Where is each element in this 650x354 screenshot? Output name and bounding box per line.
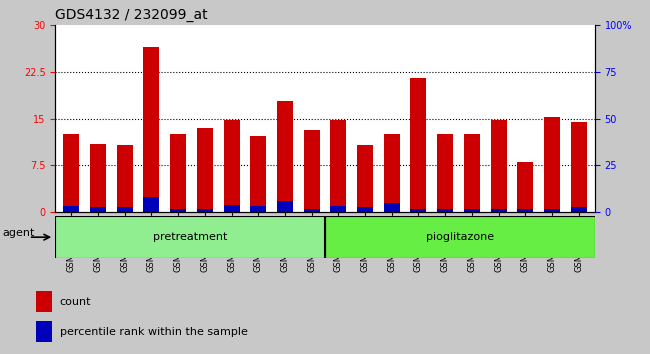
- Text: count: count: [60, 297, 91, 307]
- Bar: [410, 78, 426, 212]
- Bar: [224, 120, 240, 212]
- Bar: [330, 206, 346, 212]
- Bar: [437, 134, 453, 212]
- Bar: [117, 145, 133, 212]
- Bar: [250, 206, 266, 212]
- Text: GDS4132 / 232099_at: GDS4132 / 232099_at: [55, 8, 208, 22]
- Bar: [357, 207, 373, 212]
- Bar: [117, 207, 133, 212]
- Bar: [571, 122, 587, 212]
- Bar: [55, 216, 325, 258]
- Bar: [464, 209, 480, 212]
- Bar: [63, 206, 79, 212]
- Text: pretreatment: pretreatment: [153, 232, 228, 242]
- Bar: [36, 321, 52, 342]
- Bar: [437, 209, 453, 212]
- Bar: [197, 209, 213, 212]
- Bar: [90, 144, 106, 212]
- Bar: [36, 291, 52, 312]
- Bar: [304, 130, 320, 212]
- Bar: [464, 134, 480, 212]
- Bar: [330, 120, 346, 212]
- Text: agent: agent: [3, 228, 35, 238]
- Bar: [571, 207, 587, 212]
- Bar: [544, 209, 560, 212]
- Bar: [544, 117, 560, 212]
- Bar: [277, 101, 293, 212]
- Bar: [197, 128, 213, 212]
- Bar: [491, 209, 506, 212]
- Bar: [144, 47, 159, 212]
- Bar: [384, 203, 400, 212]
- Bar: [357, 145, 373, 212]
- Bar: [325, 216, 595, 258]
- Bar: [277, 201, 293, 212]
- Bar: [170, 134, 186, 212]
- Text: pioglitazone: pioglitazone: [426, 232, 494, 242]
- Bar: [170, 209, 186, 212]
- Bar: [384, 134, 400, 212]
- Bar: [63, 134, 79, 212]
- Bar: [517, 162, 533, 212]
- Text: percentile rank within the sample: percentile rank within the sample: [60, 327, 248, 337]
- Bar: [224, 205, 240, 212]
- Bar: [517, 209, 533, 212]
- Bar: [410, 209, 426, 212]
- Bar: [304, 209, 320, 212]
- Bar: [144, 197, 159, 212]
- Bar: [250, 136, 266, 212]
- Bar: [90, 207, 106, 212]
- Bar: [491, 120, 506, 212]
